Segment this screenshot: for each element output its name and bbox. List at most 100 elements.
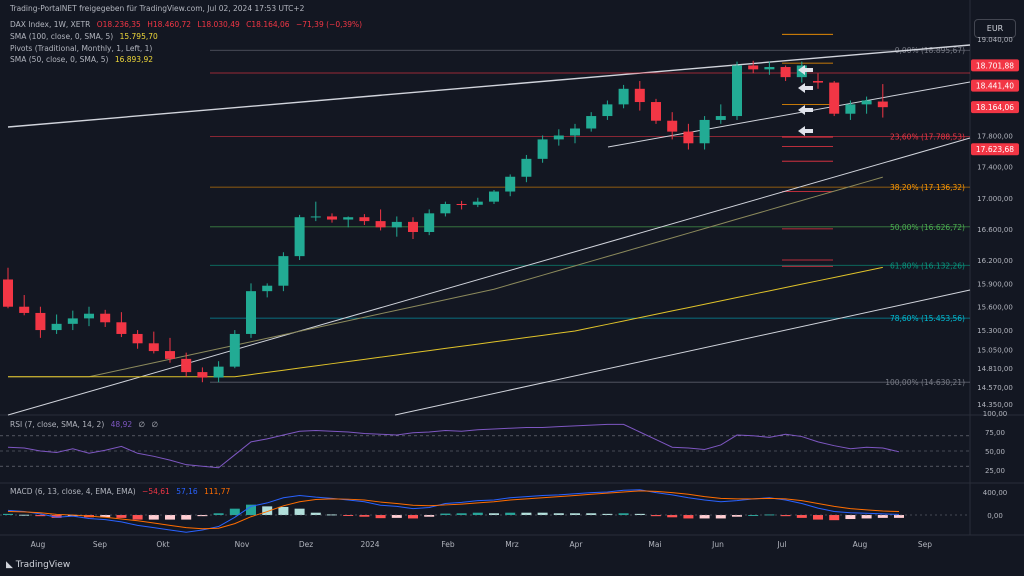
trend-line (394, 289, 971, 416)
x-axis-tick: Feb (441, 540, 455, 549)
signal-value: 111,77 (204, 487, 231, 496)
y-axis-tick: 15.300,00 (977, 327, 1013, 335)
macd-histogram-bar (489, 513, 499, 515)
macd-histogram-bar (19, 514, 30, 516)
candle-up (294, 217, 305, 257)
macd-histogram-bar (181, 515, 192, 520)
macd-histogram-bar (683, 515, 694, 519)
price-label-box (971, 59, 1019, 72)
candle-up (213, 366, 224, 378)
macd-histogram-bar (699, 515, 710, 519)
macd-histogram-bar (229, 508, 240, 515)
candle-down (634, 88, 645, 103)
candle-down (748, 65, 759, 70)
candle-down (456, 203, 467, 205)
close-value: C18.164,06 (246, 20, 290, 29)
macd-histogram-bar (246, 504, 256, 515)
arrow-marker (798, 83, 813, 93)
arrow-marker (798, 126, 813, 136)
y-axis-tick: 14.570,00 (977, 384, 1013, 392)
macd-histogram-bar (780, 515, 791, 517)
change-value: −71,39 (−0,39%) (295, 20, 363, 29)
macd-histogram-bar (35, 515, 46, 517)
symbol-text[interactable]: DAX Index, 1W, XETR (10, 20, 91, 29)
macd-histogram-bar (570, 513, 580, 515)
fib-level-label: 78,60% (15.453,56) (890, 314, 965, 323)
fib-level-label: 0,00% (18.895,67) (895, 46, 965, 55)
y-axis-tick: 15.900,00 (977, 280, 1013, 288)
candle-up (229, 333, 240, 367)
macd-value: 57,16 (176, 487, 198, 496)
sma100-legend[interactable]: SMA (100, close, 0, SMA, 5) 15.795,70 (10, 32, 162, 41)
candle-up (278, 256, 289, 286)
candle-up (618, 88, 629, 105)
pivots-label: Pivots (Traditional, Monthly, 1, Left, 1… (10, 44, 153, 53)
candle-down (100, 313, 111, 323)
candle-up (845, 104, 856, 114)
candle-down (165, 351, 175, 359)
price-label-box (971, 101, 1019, 114)
macd-histogram-bar (278, 506, 289, 515)
candle-down (408, 221, 418, 233)
macd-label: MACD (6, 13, close, 4, EMA, EMA) (10, 487, 136, 496)
candle-down (19, 306, 30, 313)
candle-down (375, 221, 386, 228)
x-axis-tick: 2024 (360, 540, 379, 549)
sma100-value: 15.795,70 (119, 32, 158, 41)
macd-histogram-bar (715, 515, 726, 519)
rsi-axis-tick: 25,00 (985, 467, 1005, 475)
macd-histogram-bar (440, 513, 451, 515)
logo-text: TradingView (15, 560, 71, 570)
macd-histogram-bar (132, 515, 143, 520)
rsi-label: RSI (7, close, SMA, 14, 2) (10, 420, 105, 429)
macd-histogram-bar (505, 512, 516, 515)
x-axis-tick: Aug (853, 540, 868, 549)
macd-histogram-bar (602, 513, 613, 515)
candle-up (391, 221, 402, 228)
y-axis-tick: 17.000,00 (977, 195, 1013, 203)
chart-source-line: Trading-PortalNET freigegeben für Tradin… (10, 4, 308, 13)
macd-histogram-bar (877, 515, 888, 518)
y-axis-tick: 17.400,00 (977, 164, 1013, 172)
x-axis-tick: Sep (918, 540, 932, 549)
candle-up (67, 318, 78, 324)
macd-histogram-bar (618, 513, 629, 515)
symbol-line: DAX Index, 1W, XETR O18.236,35 H18.460,7… (10, 20, 366, 29)
macd-histogram-bar (67, 515, 78, 517)
candle-down (132, 333, 143, 344)
macd-histogram-bar (294, 508, 305, 515)
pivots-legend[interactable]: Pivots (Traditional, Monthly, 1, Left, 1… (10, 44, 156, 53)
currency-button[interactable]: EUR (974, 19, 1016, 38)
candle-down (683, 131, 694, 144)
candle-down (116, 322, 127, 334)
macd-axis-tick: 400,00 (983, 489, 1008, 497)
macd-legend[interactable]: MACD (6, 13, close, 4, EMA, EMA) −54,61 … (10, 487, 234, 496)
macd-histogram-bar (537, 512, 548, 515)
arrow-marker (798, 105, 813, 115)
candle-down (667, 120, 678, 132)
fib-level-label: 100,00% (14.630,21) (885, 378, 965, 387)
x-axis-tick: Okt (156, 540, 169, 549)
open-value: O18.236,35 (96, 20, 141, 29)
candle-up (570, 128, 580, 136)
tradingview-logo[interactable]: ◣ TradingView (6, 560, 70, 570)
rsi-legend[interactable]: RSI (7, close, SMA, 14, 2) 48,92 ∅ ∅ (10, 420, 162, 429)
macd-histogram-bar (651, 515, 661, 517)
macd-histogram-bar (310, 512, 321, 515)
fib-level-label: 23,60% (17.788,53) (890, 132, 965, 141)
macd-histogram-bar (165, 515, 175, 520)
candle-up (861, 100, 872, 105)
macd-line (7, 489, 900, 533)
candle-up (699, 119, 710, 144)
price-label: 18.441,40 (976, 82, 1014, 91)
candle-down (35, 312, 46, 331)
y-axis-tick: 16.600,00 (977, 226, 1013, 234)
y-axis-tick: 14.810,00 (977, 365, 1013, 373)
x-axis-tick: Dez (299, 540, 313, 549)
macd-histogram-bar (472, 512, 483, 515)
rsi-axis-tick: 100,00 (983, 410, 1008, 418)
candle-up (505, 176, 516, 192)
macd-histogram-bar (813, 515, 823, 520)
sma50-legend[interactable]: SMA (50, close, 0, SMA, 5) 16.893,92 (10, 55, 157, 64)
